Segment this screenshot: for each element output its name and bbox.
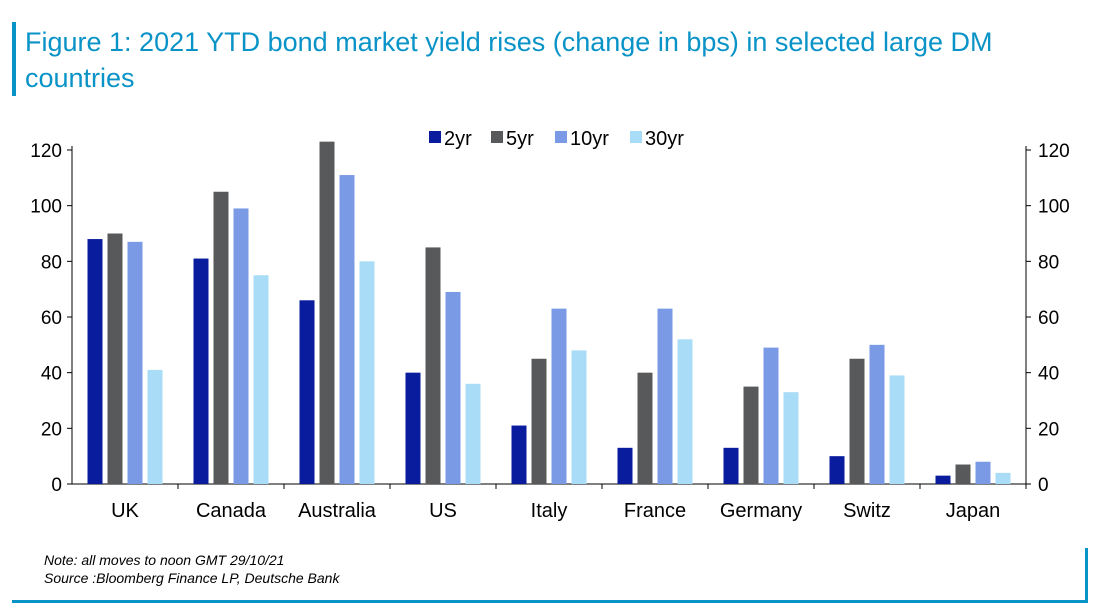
footer-source: Source :Bloomberg Finance LP, Deutsche B… [44, 570, 340, 586]
legend-swatch [555, 131, 567, 143]
bar-10yr-Italy [551, 308, 567, 484]
category-label: Switz [843, 500, 891, 522]
y-tick-label-left: 120 [30, 141, 62, 162]
category-label: France [624, 500, 686, 522]
y-tick-label-left: 100 [30, 197, 62, 218]
bar-2yr-Italy [511, 425, 527, 484]
bar-30yr-Australia [359, 261, 375, 484]
chart-axes: 0 0 20 20 40 40 60 60 80 80 100 100 120 120 [30, 141, 1069, 496]
y-tick-label-right: 60 [1038, 308, 1059, 329]
footer-note: Note: all moves to noon GMT 29/10/21 [44, 552, 285, 568]
bar-10yr-Australia [339, 175, 355, 485]
legend-swatch [429, 131, 441, 143]
bar-5yr-Germany [743, 386, 759, 484]
legend-label: 10yr [570, 128, 609, 150]
bar-10yr-Germany [763, 347, 779, 484]
y-tick-label-right: 120 [1038, 141, 1070, 162]
bar-2yr-Germany [723, 447, 739, 484]
bar-10yr-Switz [869, 344, 885, 484]
bar-5yr-Switz [849, 358, 865, 484]
bar-30yr-France [677, 339, 693, 484]
y-tick-label-left: 0 [51, 475, 62, 496]
category-label: Canada [196, 500, 267, 522]
bar-2yr-US [405, 372, 421, 484]
legend-item-2yr: 2yr [429, 128, 472, 150]
bar-2yr-France [617, 447, 633, 484]
bar-5yr-France [637, 372, 653, 484]
legend-item-10yr: 10yr [555, 128, 609, 150]
bar-5yr-US [425, 247, 441, 484]
bar-2yr-Japan [935, 475, 951, 484]
legend-label: 5yr [506, 128, 534, 150]
bar-5yr-Italy [531, 358, 547, 484]
y-tick-label-left: 60 [41, 308, 62, 329]
y-tick-label-left: 40 [41, 364, 62, 385]
y-tick-label-right: 0 [1038, 475, 1049, 496]
category-labels: UK Canada Australia US Italy France Germany Swi… [111, 500, 1000, 522]
legend-label: 2yr [444, 128, 472, 150]
y-tick-label-right: 100 [1038, 197, 1070, 218]
y-tick-label-right: 40 [1038, 364, 1059, 385]
bar-2yr-UK [87, 239, 103, 484]
y-tick-label-left: 20 [41, 419, 62, 440]
bar-5yr-UK [107, 233, 123, 484]
bar-10yr-Japan [975, 461, 991, 484]
category-label: UK [111, 500, 139, 522]
category-label: Italy [531, 500, 568, 522]
bar-30yr-Japan [995, 472, 1011, 484]
category-label: US [429, 500, 457, 522]
category-label: Australia [298, 500, 377, 522]
y-tick-label-left: 80 [41, 252, 62, 273]
y-tick-label-right: 80 [1038, 252, 1059, 273]
footer-rule-vertical [1085, 548, 1088, 603]
legend-item-30yr: 30yr [630, 128, 684, 150]
bar-10yr-France [657, 308, 673, 484]
legend-swatch [630, 131, 642, 143]
bar-5yr-Japan [955, 464, 971, 484]
bar-5yr-Australia [319, 141, 335, 484]
bar-30yr-UK [147, 369, 163, 484]
bar-30yr-Switz [889, 375, 905, 484]
bar-5yr-Canada [213, 191, 229, 484]
bar-30yr-Germany [783, 392, 799, 484]
bar-10yr-Canada [233, 208, 249, 484]
chart-legend: 2yr 5yr 10yr 30yr [429, 128, 684, 150]
bar-10yr-US [445, 291, 461, 484]
bar-10yr-UK [127, 241, 143, 484]
title-accent-bar [12, 22, 16, 96]
bar-30yr-Canada [253, 275, 269, 484]
bar-2yr-Switz [829, 456, 845, 484]
bar-2yr-Australia [299, 300, 315, 484]
legend-swatch [491, 131, 503, 143]
bar-2yr-Canada [193, 258, 209, 484]
category-label: Japan [946, 500, 1001, 522]
chart-bars [87, 141, 1011, 485]
figure-title: Figure 1: 2021 YTD bond market yield ris… [25, 27, 993, 93]
category-label: Germany [720, 500, 802, 522]
footer-rule [12, 600, 1088, 603]
bar-30yr-Italy [571, 350, 587, 484]
bar-30yr-US [465, 383, 481, 484]
y-tick-label-right: 20 [1038, 419, 1059, 440]
legend-item-5yr: 5yr [491, 128, 534, 150]
legend-label: 30yr [645, 128, 684, 150]
